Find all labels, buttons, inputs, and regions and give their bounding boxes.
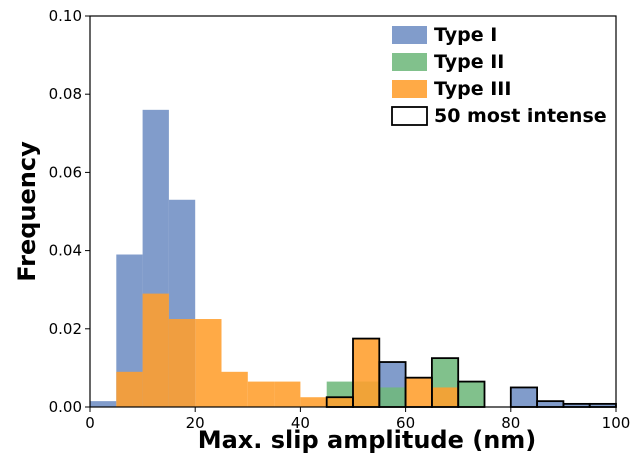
legend-label-2: Type II	[434, 51, 504, 73]
bar-1-bin-18	[563, 403, 590, 407]
y-tick-label-2: 0.04	[49, 242, 82, 260]
y-tick-label-0: 0.00	[49, 398, 82, 416]
legend-swatch-1	[392, 26, 427, 44]
x-tick-label-3: 60	[396, 414, 415, 432]
bar-3-bin-13	[431, 387, 459, 407]
bar-3-bin-4	[195, 319, 222, 407]
x-tick-label-2: 40	[291, 414, 310, 432]
bar-3-bin-10	[353, 338, 380, 407]
bar-2-bin-11	[379, 387, 406, 407]
axes-frame	[89, 15, 617, 408]
bar-3-bin-12	[405, 377, 432, 407]
bar-3-bin-8	[300, 397, 327, 407]
legend-swatch-3	[392, 80, 427, 98]
bar-1-bin-17	[537, 401, 564, 407]
bar-1-bin-0	[90, 401, 117, 407]
bar-1-bin-16	[510, 387, 538, 407]
legend-swatch-2	[392, 53, 427, 71]
bars-layer	[90, 109, 616, 407]
y-tick-label-1: 0.02	[49, 320, 82, 338]
x-tick-label-0: 0	[85, 414, 95, 432]
y-axis: 0.00 0.02 0.04 0.06 0.08 0.10	[49, 7, 90, 416]
x-tick-label-4: 80	[501, 414, 520, 432]
y-tick-label-5: 0.10	[49, 7, 82, 25]
legend: Type I Type II Type III 50 most intense	[391, 24, 607, 127]
x-tick-label-5: 100	[602, 414, 631, 432]
bar-2-bin-14	[458, 381, 485, 407]
legend-label-4: 50 most intense	[434, 105, 607, 127]
legend-label-1: Type I	[434, 24, 497, 46]
legend-label-3: Type III	[434, 78, 511, 100]
bar-3-bin-1	[116, 371, 143, 407]
y-tick-label-4: 0.08	[49, 85, 82, 103]
y-tick-label-3: 0.06	[49, 163, 82, 181]
x-axis: 0 20 40 60 80 100	[85, 407, 630, 432]
bar-3-bin-3	[168, 319, 196, 407]
x-axis-label: Max. slip amplitude (nm)	[198, 426, 537, 454]
y-axis-label: Frequency	[13, 141, 41, 282]
bar-1-bin-19	[589, 403, 616, 407]
bar-3-bin-5	[221, 371, 248, 407]
bar-3-bin-7	[274, 381, 301, 407]
bar-3-bin-2	[142, 293, 169, 407]
x-tick-label-1: 20	[186, 414, 205, 432]
legend-swatch-4	[391, 106, 428, 126]
bar-3-bin-9	[326, 397, 353, 407]
bar-3-bin-6	[247, 381, 275, 407]
